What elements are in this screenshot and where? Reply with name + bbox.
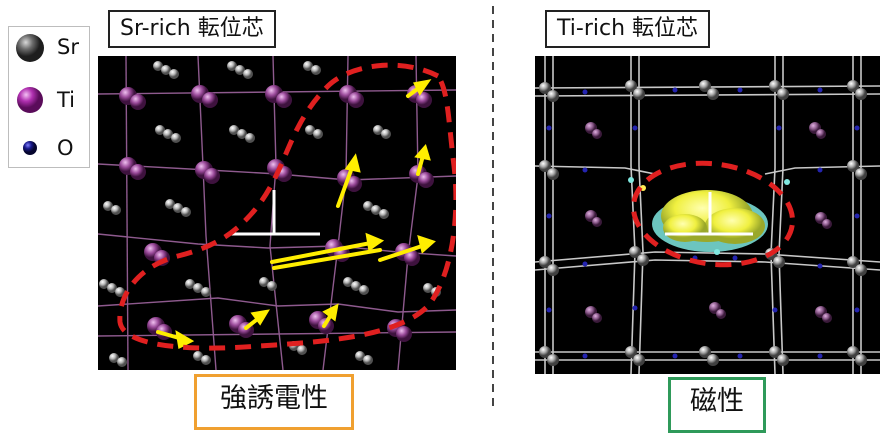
o-atom-icon: [23, 141, 37, 155]
sr-rich-dislocation-image: [98, 56, 456, 370]
panel-divider: [492, 6, 494, 410]
ti-rich-dislocation-image: [535, 56, 880, 374]
ti-atom-icon: [17, 87, 43, 113]
legend-label-o: O: [57, 136, 74, 160]
magnetism-result-label: 磁性: [668, 377, 766, 433]
legend-label-ti: Ti: [57, 88, 76, 112]
atom-legend: Sr Ti O: [8, 26, 90, 168]
left-panel-title: Sr-rich 転位芯: [108, 10, 276, 48]
ferroelectric-result-label: 強誘電性: [194, 374, 354, 430]
legend-label-sr: Sr: [57, 35, 79, 59]
right-panel-title: Ti-rich 転位芯: [545, 10, 711, 48]
sr-atom-icon: [16, 34, 44, 62]
